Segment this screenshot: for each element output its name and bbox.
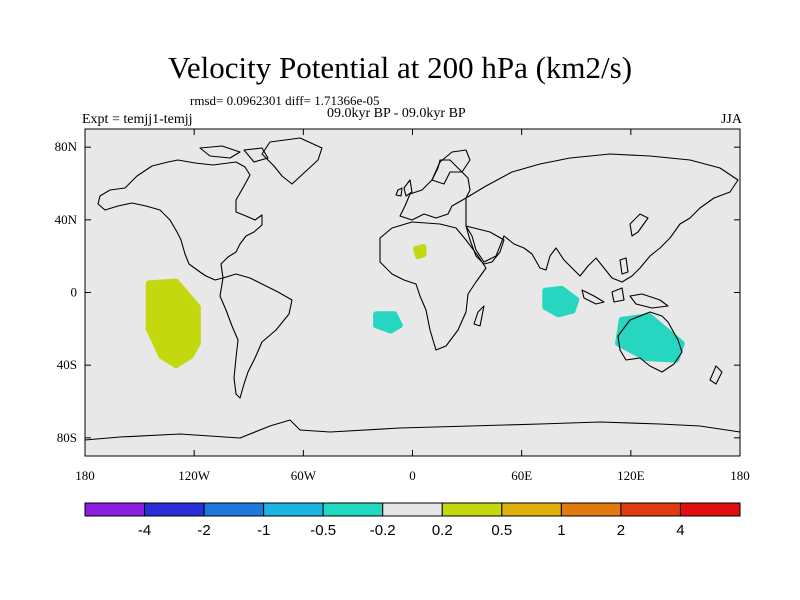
coastline-japan — [629, 213, 649, 237]
colorbar-box — [679, 502, 741, 517]
sahara-positive-anomaly — [413, 244, 427, 260]
indian-ocean-negative-anomaly — [542, 285, 580, 318]
lat-tick-label: 0 — [71, 285, 78, 300]
colorbar-box — [560, 502, 622, 517]
colorbar-box — [144, 502, 205, 517]
time-period-label: 09.0kyr BP - 09.0kyr BP — [327, 106, 466, 121]
coastline-madagascar — [473, 305, 485, 327]
lat-tick-label: 40N — [55, 212, 78, 227]
coastline-south-america — [219, 273, 293, 399]
coastline-north-america — [97, 159, 263, 281]
coastline-greenland — [261, 137, 323, 185]
colorbar-box — [382, 502, 443, 517]
colorbar-label: -0.2 — [370, 522, 396, 539]
lat-tick-label: 80S — [57, 430, 77, 445]
coastline-australia — [617, 311, 683, 373]
coastline-arabia — [465, 225, 505, 265]
colorbar-label: 1 — [557, 522, 565, 539]
lon-tick-label: 120E — [617, 468, 645, 483]
coastline-scandinavia — [431, 149, 471, 185]
lon-tick-label: 120W — [178, 468, 211, 483]
coastlines — [84, 137, 741, 441]
coastline-new-zealand — [709, 365, 723, 385]
colorbar-label: -2 — [197, 522, 210, 539]
map-axes: 80N 40N 0 40S 80S 180 120W 60W 0 60E 120E 180 — [55, 129, 750, 483]
coastline-africa — [379, 221, 487, 351]
lon-tick-label: 0 — [409, 468, 416, 483]
coastline-british-isles — [395, 179, 413, 197]
season-label: JJA — [720, 112, 742, 127]
lat-tick-label: 80N — [55, 139, 78, 154]
colorbar-boxes — [84, 502, 741, 517]
colorbar-box — [203, 502, 265, 517]
lon-tick-label: 60W — [291, 468, 317, 483]
plot-title: Velocity Potential at 200 hPa (km2/s) — [167, 50, 633, 85]
colorbar-box — [263, 502, 324, 517]
map-background — [85, 129, 740, 456]
colorbar-labels: -4 -2 -1 -0.5 -0.2 0.2 0.5 1 2 4 — [138, 522, 685, 539]
experiment-label: Expt = temjj1-temjj — [82, 112, 193, 127]
atlantic-negative-anomaly — [373, 311, 403, 334]
lat-tick-label: 40S — [57, 357, 77, 372]
colorbar-label: -0.5 — [310, 522, 336, 539]
colorbar-box — [322, 502, 384, 517]
colorbar-label: 0.2 — [432, 522, 453, 539]
lon-tick-label: 180 — [75, 468, 95, 483]
colorbar-label: -1 — [257, 522, 270, 539]
lon-tick-label: 180 — [730, 468, 750, 483]
coastline-arctic-islands — [199, 145, 269, 163]
colorbar-label: 2 — [617, 522, 625, 539]
colorbar-box — [620, 502, 681, 517]
colorbar-label: 4 — [676, 522, 684, 539]
coastline-europe — [399, 159, 471, 221]
colorbar-box — [501, 502, 562, 517]
anomaly-layer — [145, 244, 685, 369]
pacific-positive-anomaly — [145, 278, 201, 369]
colorbar-box — [441, 502, 503, 517]
coastline-asia — [465, 153, 739, 283]
coastline-maritime-continent — [581, 257, 669, 309]
lon-tick-label: 60E — [511, 468, 532, 483]
rmsd-diff-stats: rmsd= 0.0962301 diff= 1.71366e-05 — [190, 93, 380, 108]
colorbar-label: -4 — [138, 522, 151, 539]
colorbar-label: 0.5 — [491, 522, 512, 539]
coastline-antarctica — [84, 419, 741, 441]
colorbar-box — [84, 502, 146, 517]
